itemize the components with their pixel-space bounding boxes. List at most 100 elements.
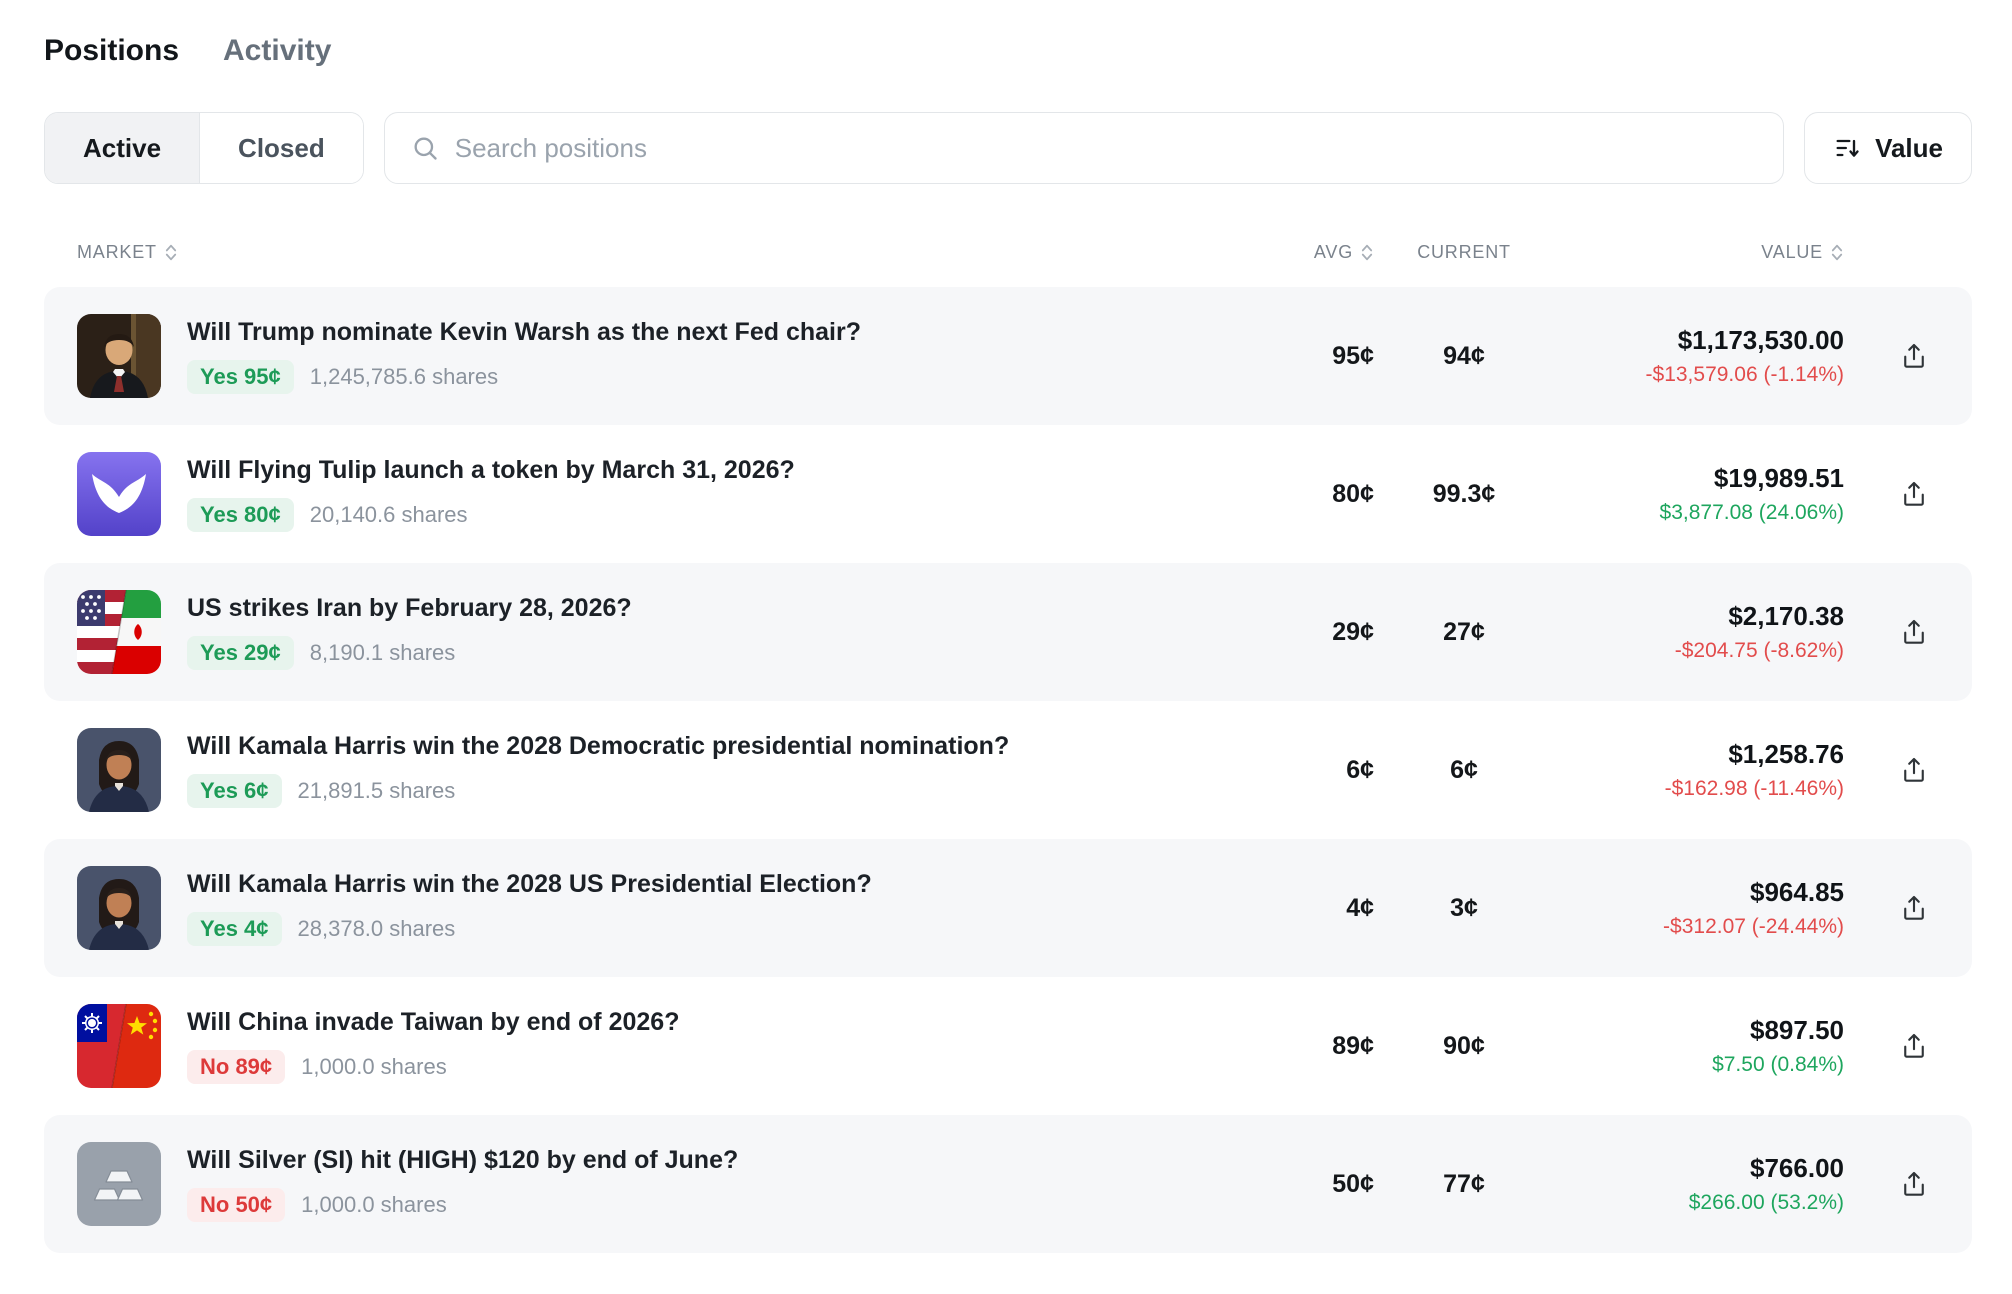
sort-button-label: Value — [1875, 132, 1943, 163]
shares-count: 20,140.6 shares — [309, 502, 468, 527]
column-header-avg[interactable]: AVG — [1274, 242, 1374, 263]
avg-price: 89¢ — [1332, 1031, 1374, 1060]
position-side-badge: Yes 4¢ — [187, 912, 282, 946]
search-input[interactable] — [454, 132, 1758, 164]
tab-activity[interactable]: Activity — [223, 34, 332, 67]
value-cell: $964.85 -$312.07 (-24.44%) — [1554, 877, 1884, 939]
market-info: Will Kamala Harris win the 2028 US Presi… — [187, 870, 872, 946]
position-row[interactable]: Will Kamala Harris win the 2028 US Presi… — [44, 839, 1972, 977]
sort-by-value-button[interactable]: Value — [1804, 112, 1972, 184]
column-header-value[interactable]: VALUE — [1554, 242, 1884, 263]
value-change: -$162.98 (-11.46%) — [1664, 777, 1844, 800]
action-cell — [1884, 747, 1944, 793]
position-row[interactable]: Will Flying Tulip launch a token by Marc… — [44, 425, 1972, 563]
sort-descending-icon — [1833, 134, 1861, 162]
kevin-warsh-photo — [77, 314, 161, 398]
value-change: -$13,579.06 (-1.14%) — [1645, 363, 1844, 386]
share-button[interactable] — [1891, 333, 1937, 379]
share-button[interactable] — [1891, 1161, 1937, 1207]
position-value: $19,989.51 — [1713, 463, 1844, 493]
current-column-label: CURRENT — [1417, 242, 1511, 262]
current-price: 3¢ — [1450, 893, 1478, 922]
position-row[interactable]: Will Silver (SI) hit (HIGH) $120 by end … — [44, 1115, 1972, 1253]
action-cell — [1884, 1161, 1944, 1207]
position-meta: No 50¢ 1,000.0 shares — [187, 1188, 738, 1222]
value-cell: $1,173,530.00 -$13,579.06 (-1.14%) — [1554, 325, 1884, 387]
position-meta: Yes 95¢ 1,245,785.6 shares — [187, 360, 861, 394]
current-price: 99.3¢ — [1432, 479, 1496, 508]
avg-price: 6¢ — [1346, 755, 1374, 784]
position-meta: Yes 6¢ 21,891.5 shares — [187, 774, 1009, 808]
share-button[interactable] — [1891, 885, 1937, 931]
position-value: $766.00 — [1750, 1153, 1844, 1183]
table-header: MARKET AVG CURRENT VALUE — [44, 184, 1972, 287]
search-box[interactable] — [383, 112, 1785, 184]
flying-tulip-logo — [77, 452, 161, 536]
share-button[interactable] — [1891, 609, 1937, 655]
sort-toggle-icon — [1830, 242, 1844, 263]
value-change: -$312.07 (-24.44%) — [1663, 915, 1844, 938]
position-row[interactable]: Will China invade Taiwan by end of 2026?… — [44, 977, 1972, 1115]
value-change: $3,877.08 (24.06%) — [1659, 501, 1844, 524]
action-cell — [1884, 333, 1944, 379]
page-tabs: Positions Activity — [44, 34, 1972, 68]
share-button[interactable] — [1891, 471, 1937, 517]
action-cell — [1884, 471, 1944, 517]
value-change: $7.50 (0.84%) — [1712, 1053, 1844, 1076]
column-header-current[interactable]: CURRENT — [1374, 242, 1554, 263]
silver-bars-icon — [77, 1142, 161, 1226]
share-button[interactable] — [1891, 1023, 1937, 1069]
position-meta: Yes 80¢ 20,140.6 shares — [187, 498, 795, 532]
position-meta: No 89¢ 1,000.0 shares — [187, 1050, 679, 1084]
shares-count: 21,891.5 shares — [297, 778, 456, 803]
market-info: US strikes Iran by February 28, 2026? Ye… — [187, 594, 632, 670]
position-side-badge: No 50¢ — [187, 1188, 286, 1222]
position-side-badge: No 89¢ — [187, 1050, 286, 1084]
kamala-harris-photo — [77, 866, 161, 950]
share-button[interactable] — [1891, 747, 1937, 793]
position-row[interactable]: Will Kamala Harris win the 2028 Democrat… — [44, 701, 1972, 839]
market-cell: Will Silver (SI) hit (HIGH) $120 by end … — [77, 1142, 1274, 1226]
current-price: 77¢ — [1443, 1169, 1485, 1198]
avg-price: 80¢ — [1332, 479, 1374, 508]
market-info: Will Trump nominate Kevin Warsh as the n… — [187, 318, 861, 394]
tab-positions[interactable]: Positions — [44, 34, 180, 67]
position-side-badge: Yes 29¢ — [187, 636, 294, 670]
market-info: Will Kamala Harris win the 2028 Democrat… — [187, 732, 1009, 808]
position-row[interactable]: Will Trump nominate Kevin Warsh as the n… — [44, 287, 1972, 425]
kamala-harris-photo — [77, 728, 161, 812]
action-cell — [1884, 609, 1944, 655]
market-title: Will Flying Tulip launch a token by Marc… — [187, 456, 795, 484]
position-side-badge: Yes 95¢ — [187, 360, 294, 394]
shares-count: 1,000.0 shares — [301, 1054, 447, 1079]
position-value: $1,173,530.00 — [1677, 325, 1844, 355]
market-title: Will Kamala Harris win the 2028 US Presi… — [187, 870, 872, 898]
shares-count: 1,000.0 shares — [301, 1192, 447, 1217]
position-value: $1,258.76 — [1728, 739, 1844, 769]
filter-closed-button[interactable]: Closed — [199, 113, 363, 183]
position-value: $2,170.38 — [1728, 601, 1844, 631]
filter-active-button[interactable]: Active — [45, 113, 200, 183]
status-filter: Active Closed — [44, 112, 364, 184]
current-price: 6¢ — [1450, 755, 1478, 784]
value-cell: $897.50 $7.50 (0.84%) — [1554, 1015, 1884, 1077]
market-info: Will Silver (SI) hit (HIGH) $120 by end … — [187, 1146, 738, 1222]
value-cell: $1,258.76 -$162.98 (-11.46%) — [1554, 739, 1884, 801]
avg-column-label: AVG — [1313, 242, 1353, 262]
market-cell: Will Kamala Harris win the 2028 Democrat… — [77, 728, 1274, 812]
value-column-label: VALUE — [1761, 242, 1823, 262]
market-title: Will Trump nominate Kevin Warsh as the n… — [187, 318, 861, 346]
market-column-label: MARKET — [77, 242, 157, 262]
us-iran-flags — [77, 590, 161, 674]
value-change: $266.00 (53.2%) — [1688, 1191, 1844, 1214]
column-header-market[interactable]: MARKET — [77, 242, 1274, 263]
market-title: Will China invade Taiwan by end of 2026? — [187, 1008, 680, 1036]
position-row[interactable]: US strikes Iran by February 28, 2026? Ye… — [44, 563, 1972, 701]
market-title: Will Silver (SI) hit (HIGH) $120 by end … — [187, 1146, 739, 1174]
avg-price: 95¢ — [1332, 341, 1374, 370]
positions-table-body: Will Trump nominate Kevin Warsh as the n… — [44, 287, 1972, 1253]
current-price: 90¢ — [1443, 1031, 1485, 1060]
market-cell: Will Trump nominate Kevin Warsh as the n… — [77, 314, 1274, 398]
position-value: $964.85 — [1750, 877, 1844, 907]
filter-toolbar: Active Closed Valu — [44, 112, 1972, 184]
